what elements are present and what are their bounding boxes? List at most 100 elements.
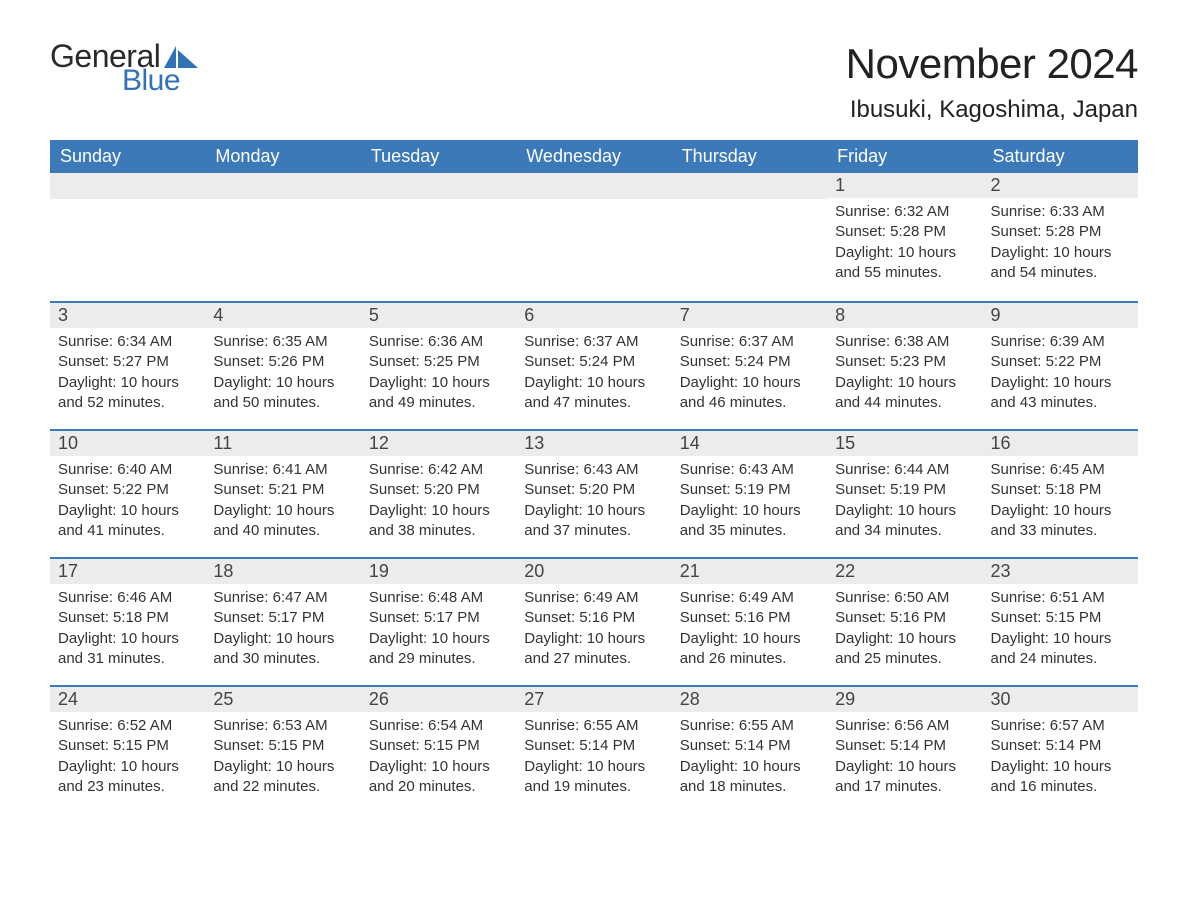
day-body: Sunrise: 6:49 AMSunset: 5:16 PMDaylight:… [516, 584, 671, 677]
sunset-line: Sunset: 5:23 PM [835, 352, 974, 372]
daylight-line: Daylight: 10 hours and 37 minutes. [524, 501, 663, 542]
sunrise-line: Sunrise: 6:42 AM [369, 460, 508, 480]
sunrise-line: Sunrise: 6:40 AM [58, 460, 197, 480]
sunset-line: Sunset: 5:17 PM [369, 608, 508, 628]
daynum-bar-empty [672, 173, 827, 199]
weekday-header: Saturday [983, 140, 1138, 173]
sunset-line: Sunset: 5:14 PM [524, 736, 663, 756]
day-body: Sunrise: 6:45 AMSunset: 5:18 PMDaylight:… [983, 456, 1138, 549]
day-number: 19 [361, 557, 516, 584]
day-body: Sunrise: 6:41 AMSunset: 5:21 PMDaylight:… [205, 456, 360, 549]
day-number: 28 [672, 685, 827, 712]
day-number: 20 [516, 557, 671, 584]
calendar-day-cell: 17Sunrise: 6:46 AMSunset: 5:18 PMDayligh… [50, 557, 205, 685]
daylight-line: Daylight: 10 hours and 50 minutes. [213, 373, 352, 414]
daynum-bar-empty [205, 173, 360, 199]
day-number: 2 [983, 173, 1138, 198]
day-body: Sunrise: 6:32 AMSunset: 5:28 PMDaylight:… [827, 198, 982, 291]
weekday-header: Monday [205, 140, 360, 173]
day-body: Sunrise: 6:43 AMSunset: 5:19 PMDaylight:… [672, 456, 827, 549]
sunset-line: Sunset: 5:24 PM [680, 352, 819, 372]
sunrise-line: Sunrise: 6:38 AM [835, 332, 974, 352]
day-body: Sunrise: 6:48 AMSunset: 5:17 PMDaylight:… [361, 584, 516, 677]
day-body: Sunrise: 6:40 AMSunset: 5:22 PMDaylight:… [50, 456, 205, 549]
daylight-line: Daylight: 10 hours and 27 minutes. [524, 629, 663, 670]
day-number: 14 [672, 429, 827, 456]
brand-logo: General Blue [50, 40, 198, 96]
sunset-line: Sunset: 5:27 PM [58, 352, 197, 372]
sunset-line: Sunset: 5:26 PM [213, 352, 352, 372]
day-body: Sunrise: 6:36 AMSunset: 5:25 PMDaylight:… [361, 328, 516, 421]
sunrise-line: Sunrise: 6:52 AM [58, 716, 197, 736]
daylight-line: Daylight: 10 hours and 43 minutes. [991, 373, 1130, 414]
daylight-line: Daylight: 10 hours and 52 minutes. [58, 373, 197, 414]
calendar-day-cell: 15Sunrise: 6:44 AMSunset: 5:19 PMDayligh… [827, 429, 982, 557]
calendar-day-cell: 5Sunrise: 6:36 AMSunset: 5:25 PMDaylight… [361, 301, 516, 429]
calendar-body: 1Sunrise: 6:32 AMSunset: 5:28 PMDaylight… [50, 173, 1138, 813]
calendar-day-cell: 24 Sunrise: 6:52 AMSunset: 5:15 PMDayligh… [50, 685, 205, 813]
calendar-day-cell: 4 Sunrise: 6:35 AMSunset: 5:26 PMDaylight… [205, 301, 360, 429]
day-number: 4 [205, 301, 360, 328]
sunset-line: Sunset: 5:15 PM [213, 736, 352, 756]
sunrise-line: Sunrise: 6:36 AM [369, 332, 508, 352]
daylight-line: Daylight: 10 hours and 46 minutes. [680, 373, 819, 414]
sunrise-line: Sunrise: 6:43 AM [680, 460, 819, 480]
calendar-week-row: 10Sunrise: 6:40 AMSunset: 5:22 PMDayligh… [50, 429, 1138, 557]
sunset-line: Sunset: 5:16 PM [524, 608, 663, 628]
day-body: Sunrise: 6:53 AMSunset: 5:15 PMDaylight:… [205, 712, 360, 805]
sunset-line: Sunset: 5:19 PM [835, 480, 974, 500]
sunrise-line: Sunrise: 6:32 AM [835, 202, 974, 222]
daylight-line: Daylight: 10 hours and 38 minutes. [369, 501, 508, 542]
calendar-day-cell: 23Sunrise: 6:51 AMSunset: 5:15 PMDayligh… [983, 557, 1138, 685]
daylight-line: Daylight: 10 hours and 26 minutes. [680, 629, 819, 670]
day-number: 16 [983, 429, 1138, 456]
sunrise-line: Sunrise: 6:48 AM [369, 588, 508, 608]
calendar-day-cell: 8Sunrise: 6:38 AMSunset: 5:23 PMDaylight… [827, 301, 982, 429]
calendar-empty-cell [672, 173, 827, 301]
calendar-day-cell: 20Sunrise: 6:49 AMSunset: 5:16 PMDayligh… [516, 557, 671, 685]
daylight-line: Daylight: 10 hours and 17 minutes. [835, 757, 974, 798]
day-number: 13 [516, 429, 671, 456]
day-number: 12 [361, 429, 516, 456]
sunrise-line: Sunrise: 6:44 AM [835, 460, 974, 480]
sunset-line: Sunset: 5:22 PM [58, 480, 197, 500]
day-number: 6 [516, 301, 671, 328]
sunset-line: Sunset: 5:14 PM [835, 736, 974, 756]
calendar-day-cell: 19Sunrise: 6:48 AMSunset: 5:17 PMDayligh… [361, 557, 516, 685]
sunrise-line: Sunrise: 6:49 AM [524, 588, 663, 608]
sunset-line: Sunset: 5:22 PM [991, 352, 1130, 372]
daylight-line: Daylight: 10 hours and 25 minutes. [835, 629, 974, 670]
day-body: Sunrise: 6:55 AMSunset: 5:14 PMDaylight:… [672, 712, 827, 805]
page: General Blue November 2024 Ibusuki, Kago… [0, 0, 1188, 853]
sunrise-line: Sunrise: 6:49 AM [680, 588, 819, 608]
day-number: 27 [516, 685, 671, 712]
calendar-day-cell: 27Sunrise: 6:55 AMSunset: 5:14 PMDayligh… [516, 685, 671, 813]
day-body: Sunrise: 6:50 AMSunset: 5:16 PMDaylight:… [827, 584, 982, 677]
calendar-day-cell: 2Sunrise: 6:33 AMSunset: 5:28 PMDaylight… [983, 173, 1138, 301]
calendar-day-cell: 29Sunrise: 6:56 AMSunset: 5:14 PMDayligh… [827, 685, 982, 813]
daylight-line: Daylight: 10 hours and 22 minutes. [213, 757, 352, 798]
daylight-line: Daylight: 10 hours and 49 minutes. [369, 373, 508, 414]
calendar-empty-cell [516, 173, 671, 301]
sunset-line: Sunset: 5:14 PM [991, 736, 1130, 756]
month-title: November 2024 [846, 40, 1138, 88]
day-number: 24 [50, 685, 205, 712]
sunset-line: Sunset: 5:15 PM [369, 736, 508, 756]
day-number: 11 [205, 429, 360, 456]
sunset-line: Sunset: 5:15 PM [58, 736, 197, 756]
sunrise-line: Sunrise: 6:55 AM [680, 716, 819, 736]
day-body: Sunrise: 6:34 AMSunset: 5:27 PMDaylight:… [50, 328, 205, 421]
daylight-line: Daylight: 10 hours and 23 minutes. [58, 757, 197, 798]
sunset-line: Sunset: 5:15 PM [991, 608, 1130, 628]
weekday-header: Friday [827, 140, 982, 173]
weekday-row: SundayMondayTuesdayWednesdayThursdayFrid… [50, 140, 1138, 173]
sunrise-line: Sunrise: 6:35 AM [213, 332, 352, 352]
daylight-line: Daylight: 10 hours and 35 minutes. [680, 501, 819, 542]
calendar-week-row: 24Sunrise: 6:52 AMSunset: 5:15 PMDayligh… [50, 685, 1138, 813]
weekday-header: Sunday [50, 140, 205, 173]
day-number: 26 [361, 685, 516, 712]
daylight-line: Daylight: 10 hours and 20 minutes. [369, 757, 508, 798]
header-row: General Blue November 2024 Ibusuki, Kago… [50, 40, 1138, 130]
day-number: 8 [827, 301, 982, 328]
day-number: 23 [983, 557, 1138, 584]
